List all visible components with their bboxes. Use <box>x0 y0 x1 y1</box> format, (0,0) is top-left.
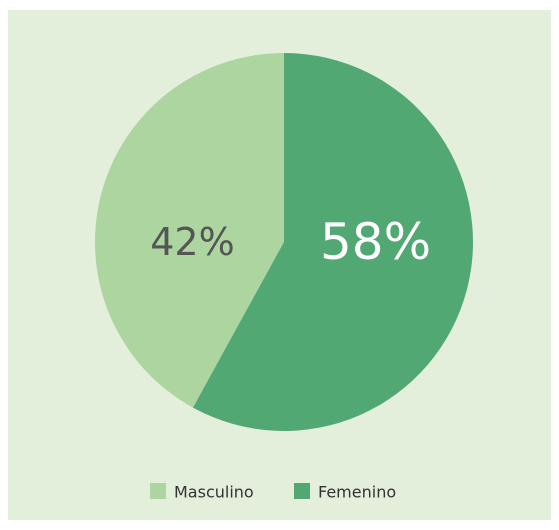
legend-label: Masculino <box>174 483 254 502</box>
slice-label: 42% <box>150 220 234 264</box>
legend-swatch <box>150 483 166 499</box>
legend-label: Femenino <box>318 483 396 502</box>
pie-slice <box>192 53 474 431</box>
legend-swatch <box>294 483 310 499</box>
slice-label: 58% <box>320 213 431 271</box>
pie-slice <box>94 53 284 408</box>
